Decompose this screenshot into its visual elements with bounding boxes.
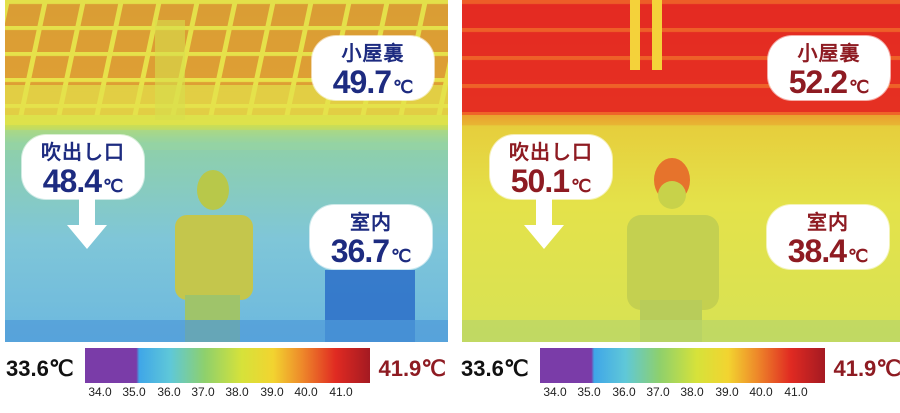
scale-gradient-bar [85, 348, 370, 383]
scale-tick: 34.0 [543, 385, 567, 399]
attic-label: 小屋裏 [341, 43, 405, 65]
thermal-image-left: 小屋裏 49.7 ℃ 吹出し口 48.4 ℃ 室内 36.7 ℃ [5, 0, 448, 342]
scale-tick: 41.0 [329, 385, 353, 399]
attic-callout: 小屋裏 52.2 ℃ [768, 36, 890, 100]
attic-label: 小屋裏 [797, 43, 861, 65]
scale-tick: 40.0 [294, 385, 318, 399]
scale-gradient-bar [540, 348, 825, 383]
color-scale-left: 33.6℃ 34.0 35.0 36.0 37.0 38.0 39.0 40.0 [0, 344, 450, 413]
scale-tick: 38.0 [680, 385, 704, 399]
room-temperature: 38.4 ℃ [787, 233, 869, 269]
vent-label: 吹出し口 [41, 142, 125, 164]
down-arrow-icon [67, 199, 107, 249]
vent-temperature: 48.4 ℃ [42, 163, 124, 199]
scale-tick: 37.0 [191, 385, 215, 399]
scale-max-label: 41.9℃ [833, 356, 900, 381]
attic-callout: 小屋裏 49.7 ℃ [312, 36, 434, 100]
scale-tick: 39.0 [715, 385, 739, 399]
room-label: 室内 [350, 212, 392, 234]
scale-min-label: 33.6℃ [6, 356, 74, 381]
scale-max-label: 41.9℃ [378, 356, 446, 381]
color-scale-right: 33.6℃ 34.0 35.0 36.0 37.0 38.0 39.0 40.0 [455, 344, 900, 413]
room-callout: 室内 38.4 ℃ [767, 205, 889, 269]
vent-callout: 吹出し口 48.4 ℃ [22, 135, 144, 199]
scale-ticks: 34.0 35.0 36.0 37.0 38.0 39.0 40.0 41.0 [85, 385, 370, 405]
scale-ticks: 34.0 35.0 36.0 37.0 38.0 39.0 40.0 41.0 [540, 385, 825, 405]
room-callout: 室内 36.7 ℃ [310, 205, 432, 269]
room-label: 室内 [807, 212, 849, 234]
scale-tick: 36.0 [612, 385, 636, 399]
scale-min-label: 33.6℃ [461, 356, 529, 381]
scale-tick: 35.0 [122, 385, 146, 399]
vent-temperature: 50.1 ℃ [510, 163, 592, 199]
scale-tick: 37.0 [646, 385, 670, 399]
vent-callout: 吹出し口 50.1 ℃ [490, 135, 612, 199]
vent-label: 吹出し口 [509, 142, 593, 164]
attic-temperature: 52.2 ℃ [788, 64, 870, 100]
scale-tick: 36.0 [157, 385, 181, 399]
scale-tick: 41.0 [784, 385, 808, 399]
scale-tick: 40.0 [749, 385, 773, 399]
thermal-image-right: 小屋裏 52.2 ℃ 吹出し口 50.1 ℃ 室内 38.4 ℃ [462, 0, 900, 342]
scale-tick: 35.0 [577, 385, 601, 399]
scale-tick: 39.0 [260, 385, 284, 399]
attic-temperature: 49.7 ℃ [332, 64, 414, 100]
scale-tick: 38.0 [225, 385, 249, 399]
room-temperature: 36.7 ℃ [330, 233, 412, 269]
scale-tick: 34.0 [88, 385, 112, 399]
down-arrow-icon [524, 199, 564, 249]
